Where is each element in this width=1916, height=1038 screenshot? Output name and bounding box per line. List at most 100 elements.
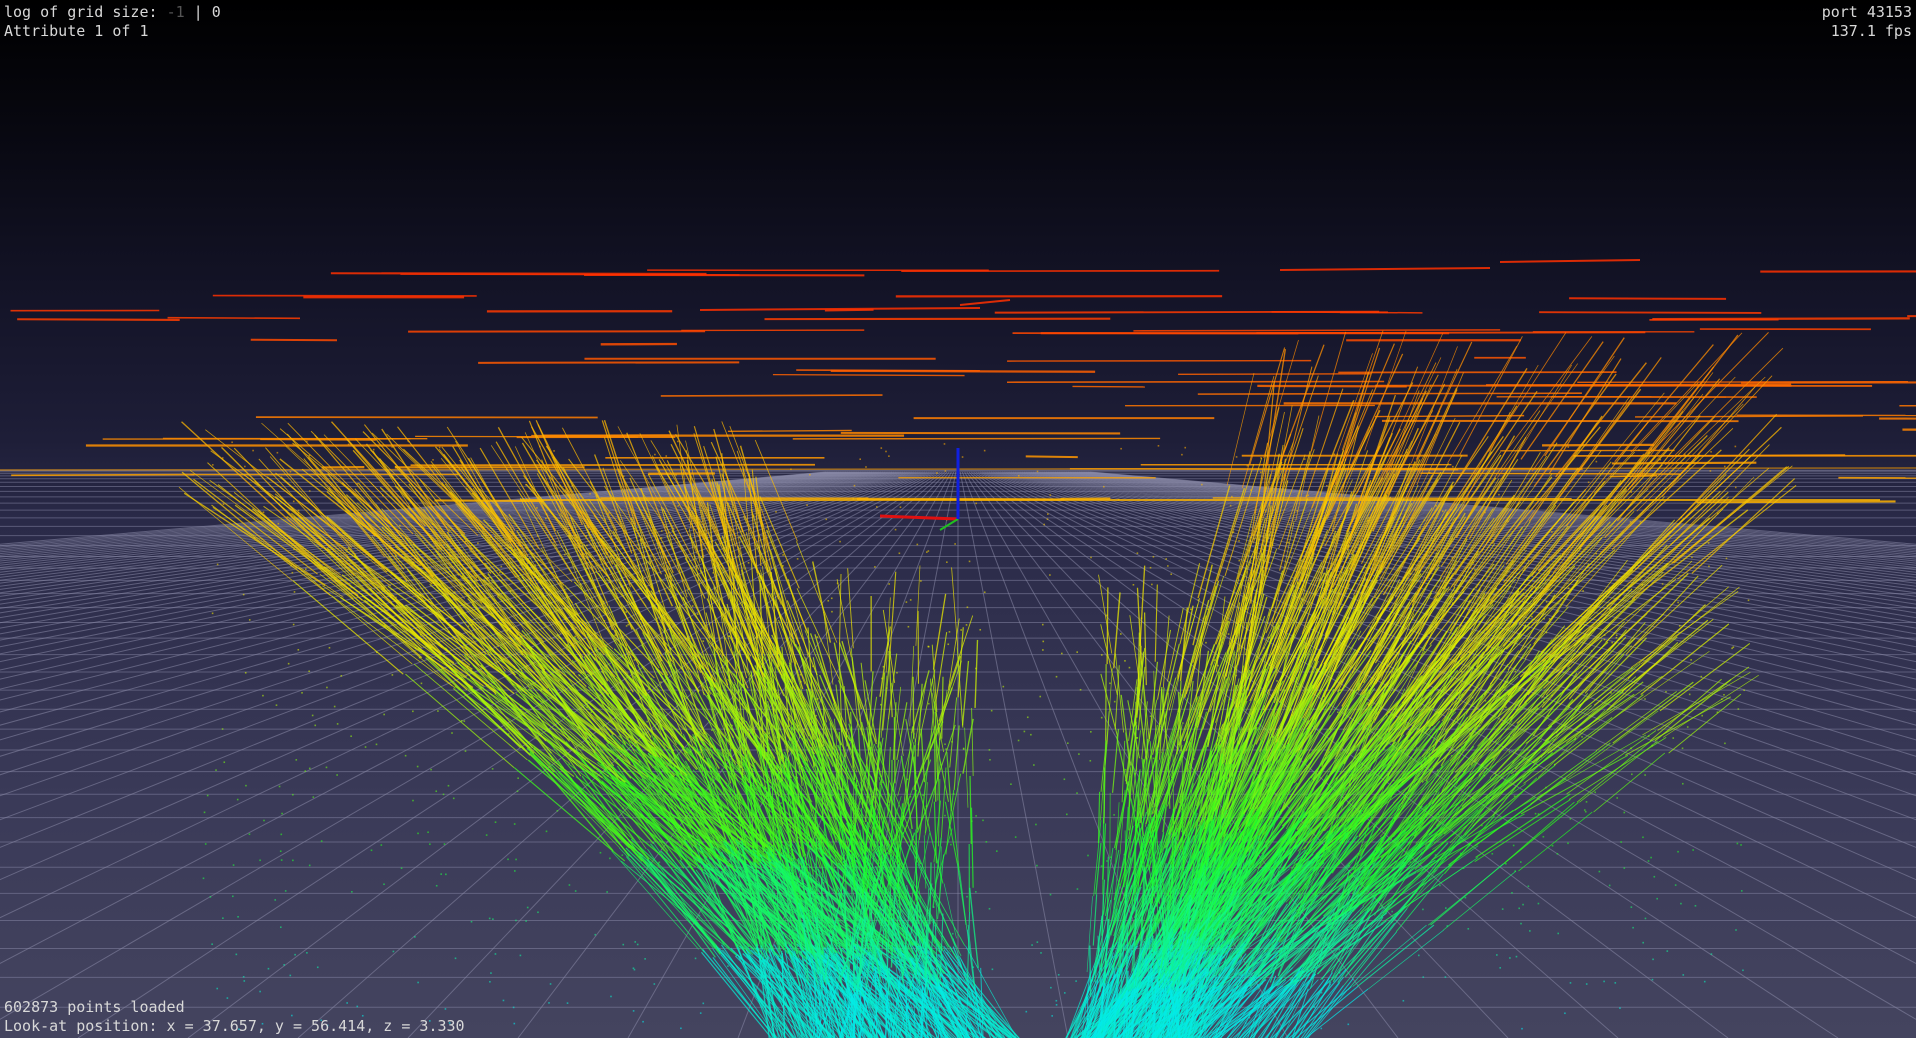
cloud-point [1651, 978, 1654, 981]
cloud-trajectory [722, 953, 786, 1038]
cloud-point [1258, 686, 1260, 689]
cloud-point [1615, 636, 1618, 639]
cloud-point [606, 891, 608, 893]
cloud-point [1248, 1016, 1251, 1019]
grid-line [0, 471, 890, 624]
cloud-trajectory [1357, 569, 1412, 650]
cloud-trajectory [1140, 834, 1172, 942]
cloud-trajectory [1118, 982, 1164, 1038]
cloud-point [1090, 731, 1092, 733]
cloud-trajectory [1497, 363, 1578, 478]
grid-line [1059, 471, 1916, 571]
cloud-trajectory [691, 510, 743, 601]
cloud-point [223, 761, 226, 764]
cloud-trajectory [1131, 721, 1137, 777]
cloud-point [489, 980, 491, 983]
cloud-trajectory [820, 877, 823, 935]
grid-line [0, 471, 879, 601]
grid-line [0, 471, 855, 568]
cloud-trajectory [1447, 345, 1518, 464]
cloud-trajectory [814, 983, 835, 1038]
cloud-trajectory [1544, 337, 1625, 457]
cloud-trajectory [561, 427, 618, 532]
cloud-trajectory [1654, 679, 1732, 742]
cloud-trajectory [1353, 497, 1405, 608]
cloud-trajectory [1414, 560, 1457, 643]
cloud-point [566, 644, 569, 646]
cloud-trajectory [1170, 989, 1181, 1038]
cloud-trajectory [811, 891, 839, 945]
cloud-point [417, 832, 419, 835]
cloud-trajectory [287, 422, 390, 528]
cloud-trajectory [1293, 531, 1351, 636]
cloud-trajectory [1155, 725, 1177, 807]
cloud-trajectory [805, 835, 840, 889]
cloud-trajectory [1216, 596, 1226, 672]
cloud-trajectory [494, 631, 617, 736]
cloud-point [995, 850, 998, 852]
cloud-trajectory [1112, 854, 1121, 919]
cloud-trajectory [818, 991, 822, 1038]
cloud-trajectory [525, 555, 581, 655]
cloud-trajectory [889, 786, 914, 853]
cloud-trajectory [1567, 710, 1659, 779]
grid-line [959, 471, 1069, 1038]
cloud-trajectory [1093, 820, 1102, 897]
cloud-point [344, 496, 346, 498]
cloud-trajectory [1407, 803, 1485, 866]
cloud-trajectory [673, 767, 770, 862]
cloud-point [1086, 1018, 1089, 1020]
cloud-trajectory [1659, 643, 1751, 712]
grid-line [0, 471, 919, 741]
cloud-trajectory [741, 761, 819, 858]
cloud-trajectory [842, 762, 876, 835]
cloud-point [726, 620, 728, 623]
cloud-trajectory [1312, 713, 1362, 781]
cloud-trajectory [1321, 486, 1381, 600]
cloud-point [1057, 974, 1060, 976]
cloud-trajectory [1450, 471, 1537, 587]
cloud-trajectory [1330, 896, 1376, 973]
cloud-trajectory [1137, 666, 1146, 731]
cloud-trajectory [925, 994, 928, 1038]
cloud-trajectory [502, 671, 578, 766]
cloud-trajectory [1415, 736, 1473, 815]
cloud-trajectory [1170, 895, 1240, 973]
cloud-point [1342, 906, 1344, 909]
grid-line [0, 471, 926, 797]
cloud-trajectory [1100, 624, 1118, 695]
cloud-trajectory [1308, 458, 1347, 558]
cloud-trajectory [1213, 966, 1251, 1038]
cloud-point [407, 440, 409, 442]
cloud-trajectory [1249, 925, 1329, 988]
cloud-point [1225, 690, 1228, 693]
cloud-point [680, 1027, 682, 1030]
cloud-point [488, 917, 491, 920]
cloud-trajectory [902, 924, 944, 987]
cloud-trajectory [1331, 869, 1351, 930]
cloud-point [325, 766, 328, 769]
cloud-trajectory [1286, 667, 1319, 745]
cloud-trajectory [773, 944, 828, 1038]
cloud-trajectory [1385, 780, 1429, 849]
cloud-trajectory [1203, 741, 1223, 819]
cloud-point [634, 941, 637, 943]
cloud-trajectory [1305, 756, 1428, 855]
cloud-trajectory [552, 456, 608, 556]
cloud-trajectory [1545, 624, 1611, 696]
cloud-trajectory [1456, 653, 1498, 721]
cloud-trajectory [817, 952, 912, 1038]
cloud-trajectory [479, 447, 540, 549]
cloud-trajectory [1337, 573, 1400, 693]
cloud-trajectory [1475, 643, 1532, 726]
cloud-trajectory [675, 433, 737, 537]
cloud-trajectory [286, 433, 376, 537]
cloud-trajectory [1193, 825, 1202, 900]
cloud-streak [17, 318, 180, 321]
cloud-trajectory [1283, 729, 1332, 810]
cloud-point [292, 859, 294, 862]
cloud-trajectory [1626, 491, 1729, 586]
cloud-trajectory [1531, 480, 1606, 577]
